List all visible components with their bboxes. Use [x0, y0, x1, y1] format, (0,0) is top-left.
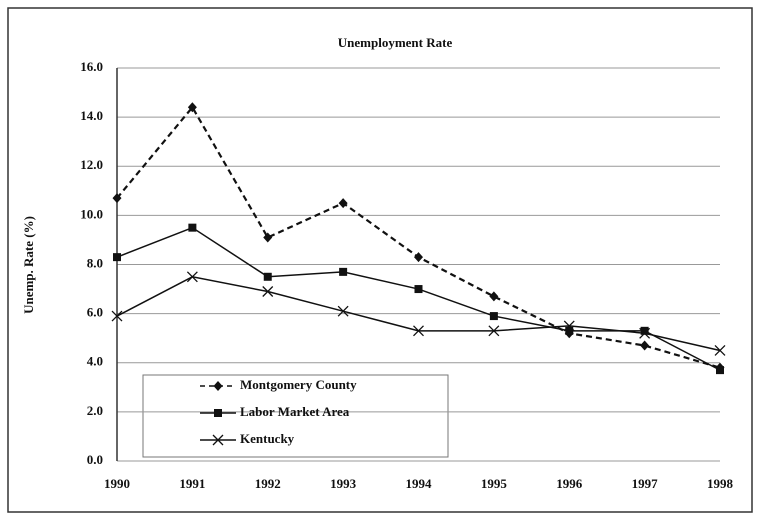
y-tick-label: 0.0 [87, 452, 103, 467]
point [113, 253, 121, 262]
x-tick-label: 1994 [406, 476, 433, 491]
x-tick-label: 1993 [330, 476, 357, 491]
point [413, 325, 424, 337]
point [489, 312, 498, 321]
point [186, 271, 198, 283]
point [212, 434, 224, 446]
y-tick-label: 2.0 [87, 403, 103, 418]
y-tick-label: 8.0 [87, 255, 103, 270]
point [337, 305, 349, 317]
chart-title: Unemployment Rate [338, 35, 453, 50]
legend-label: Kentucky [240, 431, 295, 446]
point [714, 345, 726, 356]
x-tick-label: 1998 [707, 476, 734, 491]
legend-label: Montgomery County [240, 377, 357, 392]
y-axis-label: Unemp. Rate (%) [21, 216, 36, 314]
x-tick-label: 1990 [104, 476, 130, 491]
x-tick-label: 1992 [255, 476, 281, 491]
point [716, 366, 724, 375]
point [213, 381, 223, 391]
x-tick-label: 1995 [481, 476, 508, 491]
point [263, 272, 272, 281]
point [639, 327, 651, 339]
x-tick-label: 1991 [179, 476, 205, 491]
point [640, 326, 649, 335]
point [565, 326, 574, 335]
point [111, 310, 123, 322]
y-tick-label: 12.0 [80, 157, 103, 172]
point [338, 198, 348, 209]
x-tick-label: 1996 [556, 476, 583, 491]
point [414, 285, 423, 294]
point [489, 291, 499, 302]
point [112, 193, 122, 204]
x-tick-label: 1997 [632, 476, 659, 491]
point [563, 320, 575, 332]
y-tick-label: 16.0 [80, 59, 103, 74]
series-line [116, 226, 721, 371]
legend-label: Labor Market Area [240, 404, 350, 419]
point [640, 340, 650, 351]
point [188, 223, 197, 232]
point [214, 409, 222, 417]
point [263, 232, 273, 243]
y-tick-label: 14.0 [80, 108, 103, 123]
point [339, 267, 348, 276]
point [488, 325, 500, 337]
point [262, 286, 274, 297]
legend-box [142, 374, 449, 458]
y-tick-label: 6.0 [87, 305, 103, 320]
y-tick-label: 10.0 [80, 206, 103, 221]
point [187, 102, 197, 113]
point [414, 252, 423, 263]
chart-frame [7, 7, 753, 513]
y-tick-label: 4.0 [87, 354, 103, 369]
